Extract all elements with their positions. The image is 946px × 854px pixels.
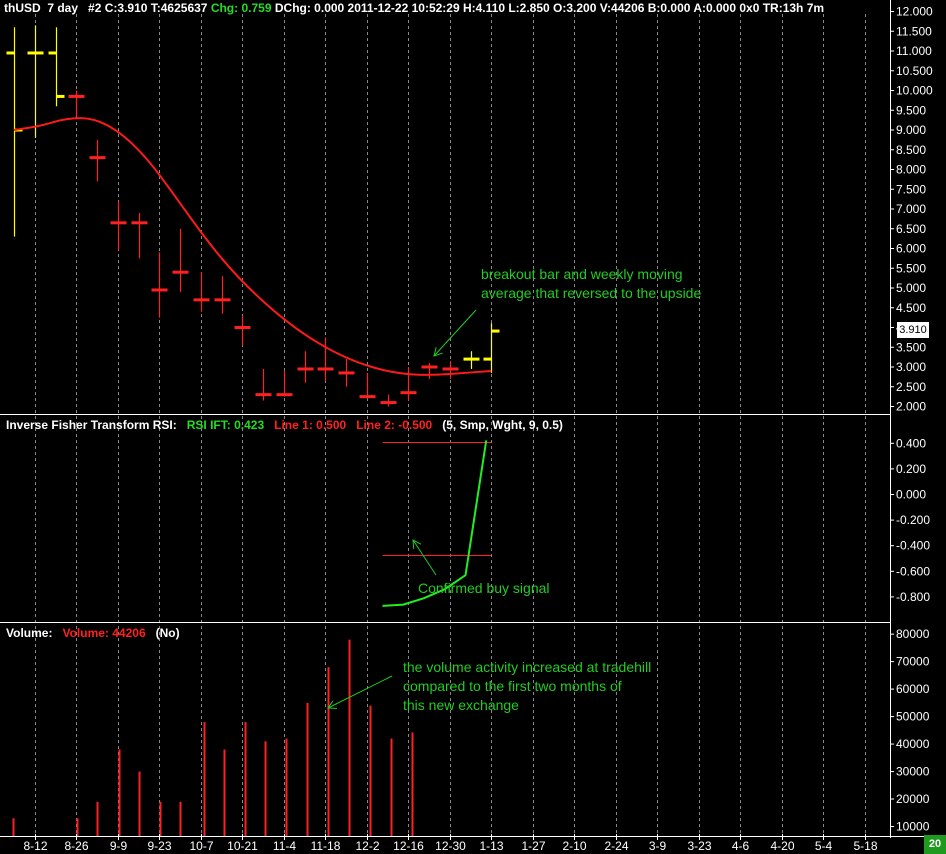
moving-average-line [13, 117, 492, 376]
ift-panel [382, 440, 492, 607]
ift-line1-label: Line 1: 0.500 [274, 418, 347, 432]
x-tick-label: 8-12 [23, 839, 47, 853]
x-tick-label: 10-21 [227, 839, 258, 853]
x-tick-label: 12-30 [435, 839, 466, 853]
price-axis-tick-label: 9.000 [896, 123, 926, 137]
x-tick-label: 2-24 [604, 839, 628, 853]
x-tick-label: 5-4 [815, 839, 833, 853]
volume-annotation-line3: this new exchange [403, 697, 519, 713]
symbol-label: thUSD [4, 1, 41, 15]
breakout-annotation-line1: breakout bar and weekly moving [481, 266, 683, 282]
volume-title: Volume: [6, 626, 53, 640]
price-axis-tick-label: 3.500 [896, 340, 926, 354]
change-label: Chg: [210, 1, 239, 15]
ift-header: Inverse Fisher Transform RSI: RSI IFT: 0… [6, 418, 563, 432]
price-axis-tick-label: 9.500 [896, 103, 926, 117]
breakout-annotation-line2: average that reversed to the upside [481, 285, 702, 301]
ift-axis-tick-label: 0.000 [896, 488, 926, 502]
price-axis-tick-label: 11.000 [896, 44, 932, 58]
annotation-arrows [327, 309, 477, 709]
volume-annotation-line1: the volume activity increased at tradehi… [403, 659, 652, 675]
ift-axis-tick-label: -0.600 [896, 564, 930, 578]
price-axis-tick-label: 4.500 [896, 301, 926, 315]
volume-arrow-head [327, 700, 338, 709]
price-axis-tick-label: 6.500 [896, 222, 926, 236]
ift-axis-tick-label: -0.200 [896, 513, 930, 527]
x-tick-label: 11-18 [311, 839, 341, 853]
x-tick-label: 5-18 [853, 839, 877, 853]
buy-signal-annotation: Confirmed buy signal [418, 580, 550, 596]
price-axis-tick-label: 10.000 [896, 84, 933, 98]
breakout-arrow-head [433, 347, 443, 357]
x-tick-label: 4-20 [770, 839, 794, 853]
volume-annotation-line2: compared to the first two months of [403, 678, 622, 694]
x-tick-label: 2-10 [562, 839, 586, 853]
quote-info: #2 C:3.910 T:4625637 [88, 1, 208, 15]
quote-details: DChg: 0.000 2011-12-22 10:52:29 H:4.110 … [274, 1, 825, 15]
price-axis-tick-label: 10.500 [896, 64, 933, 78]
volume-axis-tick-label: 80000 [896, 627, 930, 641]
x-tick-label: 1-13 [479, 839, 503, 853]
volume-header: Volume: Volume: 44206 (No) [6, 626, 180, 640]
price-axis-tick-label: 7.500 [896, 182, 926, 196]
breakout-annotation: breakout bar and weekly moving average t… [481, 265, 701, 303]
ift-title: Inverse Fisher Transform RSI: [6, 418, 177, 432]
volume-params: (No) [155, 626, 180, 640]
x-tick-label: 12-16 [393, 839, 424, 853]
volume-arrow [327, 675, 393, 709]
price-axis-tick-label: 7.000 [896, 202, 926, 216]
x-tick-label: 11-4 [273, 839, 296, 853]
price-axis-tick-label: 6.000 [896, 242, 926, 256]
price-axis-tick-label: 5.500 [896, 261, 926, 275]
volume-axis-tick-label: 60000 [896, 682, 930, 696]
price-axis-tick-label: 3.000 [896, 360, 926, 374]
x-tick-label: 12-2 [355, 839, 379, 853]
axis-labels: 8-12 8-26 9-9 9-23 10-7 10-21 11-4 11-18 12-2 12-… [23, 5, 933, 854]
ift-axis-tick-label: -0.400 [896, 539, 930, 553]
ift-axis-tick-label: 0.400 [896, 436, 926, 450]
x-tick-label: 8-26 [64, 839, 88, 853]
ift-axis-tick-label: 0.200 [896, 462, 926, 476]
breakout-arrow [433, 309, 477, 357]
x-tick-label: 9-23 [147, 839, 171, 853]
buy-signal-arrow [412, 539, 437, 576]
volume-axis-tick-label: 70000 [896, 655, 930, 669]
volume-panel [12, 639, 414, 836]
volume-annotation: the volume activity increased at tradehi… [403, 658, 651, 715]
ift-line2-label: Line 2: -0.500 [356, 418, 433, 432]
x-tick-label: 4-6 [732, 839, 750, 853]
x-tick-label: 1-27 [521, 839, 545, 853]
price-panel [6, 25, 500, 407]
price-axis-tick-label: 8.000 [896, 163, 926, 177]
x-tick-label: 9-9 [110, 839, 128, 853]
x-tick-label: 3-9 [649, 839, 667, 853]
ift-series-line [382, 440, 488, 607]
price-axis-tick-label: 2.500 [896, 380, 926, 394]
ift-value-label: RSI IFT: 0.423 [186, 418, 265, 432]
corner-badge[interactable]: 20 [924, 835, 946, 854]
buy-signal-arrow-head [412, 539, 422, 550]
ift-axis-tick-label: -0.800 [896, 590, 930, 604]
volume-axis-tick-label: 30000 [896, 765, 930, 779]
price-axis-tick-label: 11.500 [896, 24, 932, 38]
ift-params: (5, Smp, Wght, 9, 0.5) [442, 418, 563, 432]
price-axis-tick-label: 12.000 [896, 5, 933, 19]
vertical-gridlines [35, 14, 866, 836]
x-tick-label: 3-23 [687, 839, 711, 853]
change-value: 0.759 [241, 1, 272, 15]
x-tick-label: 10-7 [189, 839, 213, 853]
volume-value-label: Volume: 44206 [62, 626, 146, 640]
period-label: 7 day [47, 1, 79, 15]
price-axis-tick-label: 5.000 [896, 281, 926, 295]
volume-axis-tick-label: 50000 [896, 710, 930, 724]
volume-axis-tick-label: 10000 [896, 820, 930, 834]
volume-axis-tick-label: 20000 [896, 792, 930, 806]
volume-axis-tick-label: 40000 [896, 737, 930, 751]
last-price-label: 3.910 [897, 322, 929, 338]
chart-header: thUSD 7 day #2 C:3.910 T:4625637 Chg: 0.… [4, 1, 824, 15]
price-axis-tick-label: 8.500 [896, 143, 926, 157]
price-axis-tick-label: 2.000 [896, 400, 926, 414]
